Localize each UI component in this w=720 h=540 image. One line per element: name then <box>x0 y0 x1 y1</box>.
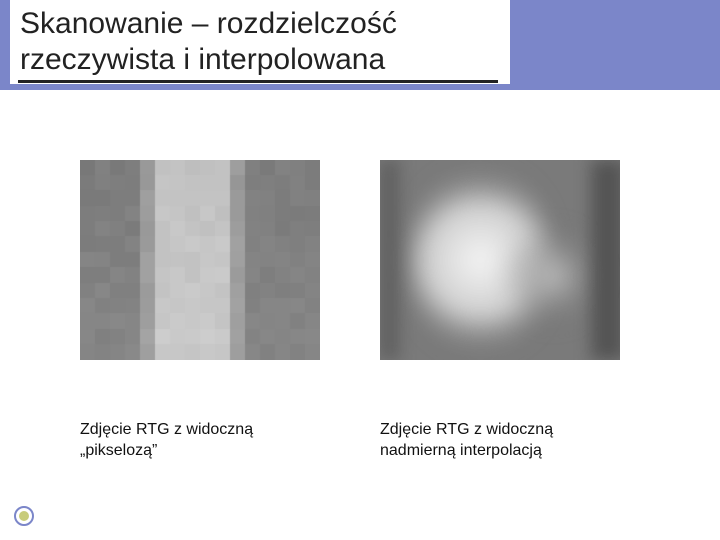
captions-row: Zdjęcie RTG z widoczną „pikselozą” Zdjęc… <box>80 420 640 462</box>
title-underline <box>18 80 498 83</box>
title-box: Skanowanie – rozdzielczość rzeczywista i… <box>10 0 510 84</box>
page-title: Skanowanie – rozdzielczość rzeczywista i… <box>20 6 500 78</box>
images-row <box>80 160 640 360</box>
slide-bullet-icon <box>14 506 34 526</box>
xray-pixelated-image <box>80 160 320 360</box>
image-right <box>380 160 620 360</box>
caption-right: Zdjęcie RTG z widoczną nadmierną interpo… <box>380 420 620 462</box>
image-left <box>80 160 320 360</box>
caption-left: Zdjęcie RTG z widoczną „pikselozą” <box>80 420 320 462</box>
slide: Skanowanie – rozdzielczość rzeczywista i… <box>0 0 720 540</box>
xray-interpolated-image <box>380 160 620 360</box>
